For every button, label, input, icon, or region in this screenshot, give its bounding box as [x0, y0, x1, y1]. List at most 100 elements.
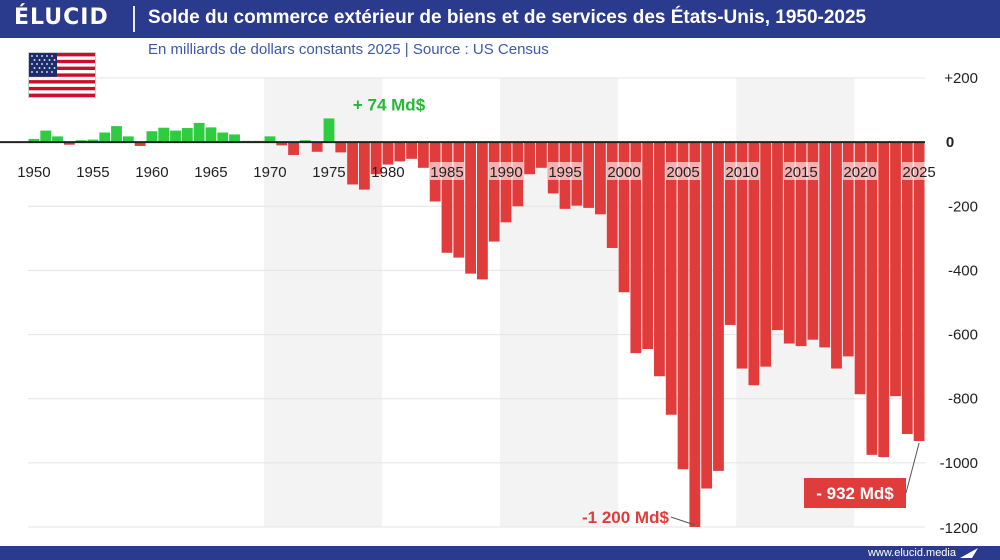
bar-1993 — [536, 142, 547, 168]
bar-1986 — [453, 142, 465, 258]
elucid-arrow-icon — [960, 548, 978, 558]
x-tick-2020: 2020 — [843, 164, 876, 181]
bar-2020 — [854, 142, 866, 395]
x-tick-1965: 1965 — [194, 164, 227, 181]
bar-1967 — [229, 134, 240, 143]
header-divider — [133, 6, 135, 32]
bar-1970 — [264, 136, 276, 143]
footer-bar: www.elucid.media — [0, 546, 1000, 560]
y-tick--600: -600 — [948, 327, 978, 344]
last-annotation: - 932 Md$ — [816, 484, 894, 503]
bar-1951 — [40, 130, 52, 143]
bar-2008 — [713, 142, 724, 471]
y-tick--200: -200 — [948, 198, 978, 215]
bar-2018 — [831, 142, 842, 369]
x-tick-1990: 1990 — [489, 164, 522, 181]
bar-1966 — [217, 132, 229, 143]
trade-balance-chart: 1950 1955 1960 1965 1970 1975 1980 1985 1990 1995… — [0, 70, 978, 537]
y-axis-ticks: +200 0 -200 -400 -600 -800 -1000 -1200 — [940, 70, 978, 537]
max-annotation: + 74 Md$ — [353, 95, 426, 114]
bar-2011 — [748, 142, 760, 386]
x-tick-bg-1985 — [429, 162, 464, 180]
gridlines — [28, 77, 925, 528]
chart-subtitle: En milliards de dollars constants 2025 |… — [148, 41, 549, 58]
x-tick-bg-1990 — [489, 162, 524, 180]
bar-1965 — [205, 127, 217, 143]
bar-1963 — [181, 128, 193, 143]
bar-1987 — [465, 142, 476, 274]
y-tick--1000: -1000 — [940, 455, 978, 472]
annotations: + 74 Md$ -1 200 Md$ - 932 Md$ — [353, 95, 920, 527]
x-tick-bg-2015 — [784, 162, 819, 180]
bar-1975 — [323, 118, 335, 143]
bar-1971 — [276, 142, 288, 146]
x-tick-2005: 2005 — [666, 164, 699, 181]
chart-title: Solde du commerce extérieur de biens et … — [148, 7, 867, 28]
bar-1953 — [63, 142, 75, 145]
y-tick-0: 0 — [946, 134, 954, 151]
bar-2004 — [665, 142, 677, 415]
bar-1956 — [99, 132, 111, 143]
bar-2015 — [795, 142, 807, 347]
bar-1980 — [382, 142, 394, 165]
x-tick-1980: 1980 — [371, 164, 404, 181]
bar-2012 — [760, 142, 772, 367]
bar-1985 — [441, 142, 453, 253]
bar-1957 — [111, 126, 122, 143]
bar-1955 — [87, 139, 99, 143]
bar-1950 — [28, 138, 40, 143]
header-bar: ÉLUCID Solde du commerce extérieur de bi… — [0, 0, 1000, 38]
bar-2006 — [689, 142, 701, 527]
bars — [0, 118, 925, 527]
x-tick-1985: 1985 — [430, 164, 463, 181]
bar-2001 — [630, 142, 642, 354]
x-tick-2015: 2015 — [784, 164, 817, 181]
site-link[interactable]: www.elucid.media — [867, 547, 956, 559]
bar-1960 — [146, 131, 158, 143]
bar-2007 — [701, 142, 713, 489]
last-annotation-box — [804, 478, 906, 508]
bar-1964 — [193, 122, 205, 143]
bar-1952 — [52, 136, 63, 143]
bar-1992 — [524, 142, 536, 175]
bar-1981 — [394, 142, 406, 162]
bar-1974 — [311, 142, 323, 152]
y-tick--400: -400 — [948, 262, 978, 279]
bar-2025 — [913, 142, 925, 442]
bar-1997 — [583, 142, 595, 208]
y-tick--1200: -1200 — [940, 520, 978, 537]
bar-2024 — [901, 142, 913, 434]
bar-2010 — [736, 142, 748, 369]
x-tick-bg-2005 — [666, 162, 701, 180]
elucid-logo[interactable]: ÉLUCID — [14, 5, 109, 30]
bar-2021 — [866, 142, 878, 455]
bar-1962 — [170, 130, 181, 143]
bar-1982 — [406, 142, 417, 159]
min-annotation: -1 200 Md$ — [582, 508, 669, 527]
x-tick-1955: 1955 — [76, 164, 109, 181]
x-tick-1950: 1950 — [17, 164, 50, 181]
bar-1983 — [417, 142, 429, 168]
bar-1999 — [606, 142, 618, 248]
bar-2013 — [772, 142, 783, 331]
us-flag-icon — [28, 52, 96, 98]
bar-2014 — [783, 142, 795, 344]
x-tick-1960: 1960 — [135, 164, 168, 181]
bar-1959 — [134, 142, 146, 146]
bar-2023 — [890, 142, 901, 397]
x-tick-1970: 1970 — [253, 164, 286, 181]
bar-1972 — [288, 142, 299, 155]
bar-2019 — [842, 142, 854, 357]
bar-2005 — [677, 142, 689, 470]
y-tick--800: -800 — [948, 391, 978, 408]
bar-1978 — [358, 142, 370, 190]
x-tick-2025: 2025 — [902, 164, 935, 181]
x-tick-2010: 2010 — [725, 164, 758, 181]
bar-1998 — [595, 142, 606, 215]
x-tick-bg-2020 — [843, 162, 878, 180]
y-tick-200: +200 — [944, 70, 978, 87]
bar-2003 — [654, 142, 665, 377]
x-tick-bg-2025 — [902, 162, 937, 180]
bar-1976 — [335, 142, 347, 153]
bar-1988 — [477, 142, 488, 280]
